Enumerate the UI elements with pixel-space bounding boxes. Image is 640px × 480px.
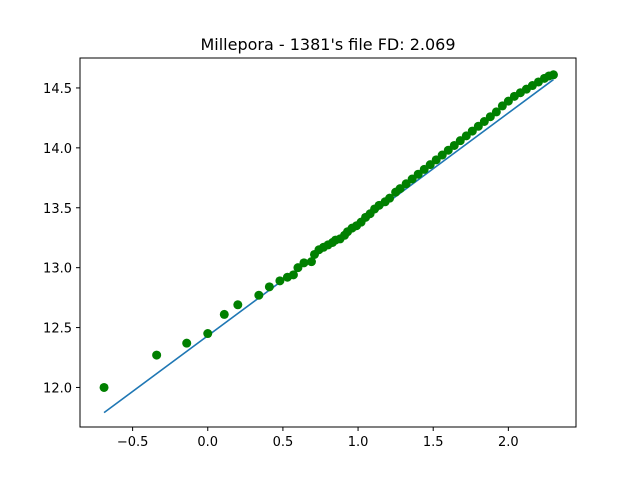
data-point [467, 126, 477, 136]
data-point [152, 350, 162, 360]
data-point [425, 160, 435, 170]
data-point [497, 101, 507, 111]
data-point [419, 164, 429, 174]
y-tick-label: 14.5 [43, 82, 72, 97]
x-tick-label: 2.0 [498, 435, 519, 450]
y-axis: 12.0 12.5 13.0 13.5 14.0 14.5 [43, 82, 80, 396]
y-tick-label: 12.5 [43, 322, 72, 337]
data-point [485, 112, 495, 122]
x-tick-label: 0.5 [273, 435, 294, 450]
y-tick-label: 12.0 [43, 381, 72, 396]
data-point [548, 70, 558, 80]
data-point [473, 121, 483, 131]
x-tick-label: −0.5 [117, 435, 149, 450]
data-point [264, 282, 274, 292]
data-point [491, 107, 501, 117]
data-point [407, 174, 417, 184]
data-point [182, 338, 192, 348]
data-point [455, 136, 465, 146]
data-point [99, 382, 109, 392]
data-point [395, 184, 405, 194]
data-point [254, 290, 264, 300]
data-point [203, 329, 213, 339]
data-point [437, 150, 447, 160]
x-axis: −0.5 0.0 0.5 1.0 1.5 2.0 [117, 427, 519, 450]
data-point [479, 116, 489, 126]
chart-title: Millepora - 1381's file FD: 2.069 [200, 35, 455, 54]
data-point [413, 169, 423, 179]
points-group [99, 70, 558, 392]
data-point [431, 155, 441, 165]
data-point [503, 96, 513, 106]
y-tick-label: 13.5 [43, 202, 72, 217]
data-point [299, 258, 309, 268]
data-point [275, 276, 285, 286]
data-point [461, 131, 471, 141]
data-point [306, 257, 316, 267]
y-tick-label: 14.0 [43, 142, 72, 157]
data-point [449, 140, 459, 150]
data-point [219, 309, 229, 319]
x-tick-label: 0.0 [197, 435, 218, 450]
plot-frame [79, 57, 577, 428]
data-point [293, 263, 303, 273]
y-tick-label: 13.0 [43, 262, 72, 277]
data-point [233, 300, 243, 310]
x-tick-label: 1.0 [348, 435, 369, 450]
data-point [401, 179, 411, 189]
x-tick-label: 1.5 [423, 435, 444, 450]
data-point [288, 270, 298, 280]
data-point [385, 193, 395, 203]
data-point [443, 145, 453, 155]
